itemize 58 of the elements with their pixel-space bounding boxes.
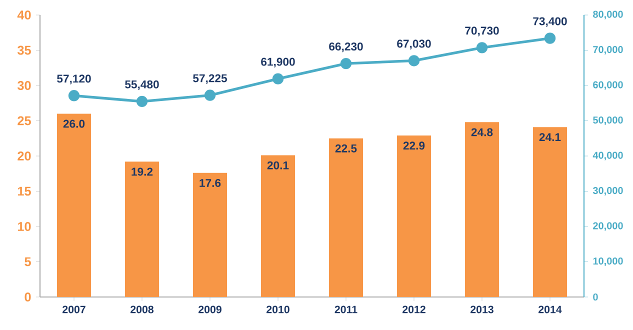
data-label: 17.6 (200, 178, 221, 187)
data-label: 70,730 (465, 26, 499, 36)
y2-tick-label: 30,000 (592, 186, 623, 196)
data-label: 57,120 (57, 74, 91, 84)
x-tick-label: 2010 (266, 306, 290, 314)
data-label: 24.1 (539, 133, 561, 142)
data-label: 66,230 (329, 42, 363, 52)
x-tick-label: 2012 (402, 306, 426, 314)
y-tick-label: 30 (17, 81, 31, 90)
data-label: 22.5 (335, 144, 357, 152)
point (68, 90, 80, 102)
y2-tick-label: 80,000 (593, 10, 623, 20)
x-tick-label: 2007 (62, 306, 86, 314)
x-tick-label: 2013 (470, 306, 494, 314)
y-tick-label: 5 (24, 257, 31, 266)
data-label: 24.8 (471, 128, 493, 136)
y-tick-label: 10 (18, 222, 31, 231)
bar (465, 122, 499, 297)
y-tick-label: 0 (24, 292, 31, 302)
data-label: 61,900 (261, 58, 295, 68)
x-tick-label: 2011 (334, 306, 358, 314)
point (272, 73, 284, 84)
data-label: 20.1 (267, 161, 289, 170)
y2-tick-label: 20,000 (593, 222, 623, 231)
point (544, 32, 556, 44)
y2-tick-label: 0 (593, 293, 598, 301)
y2-tick-label: 50,000 (593, 116, 623, 126)
point (408, 55, 420, 66)
point (476, 42, 488, 54)
y-tick-label: 25 (18, 116, 31, 126)
data-label: 22.9 (403, 142, 425, 150)
y2-tick-label: 10,000 (593, 257, 623, 266)
data-label: 26.0 (63, 120, 85, 128)
data-label: 57,225 (193, 74, 228, 84)
bar (261, 155, 295, 297)
y-tick-label: 15 (18, 186, 31, 196)
x-tick-label: 2008 (130, 306, 154, 314)
point (340, 58, 352, 70)
data-label: 19.2 (132, 168, 153, 176)
y2-tick-label: 40,000 (592, 152, 623, 160)
bar (125, 162, 159, 297)
data-label: 55,480 (125, 80, 159, 90)
bar (532, 127, 567, 297)
bar (57, 114, 92, 297)
bar (396, 136, 431, 297)
bar (328, 138, 363, 297)
y-tick-label: 35 (17, 46, 31, 55)
bar (193, 172, 227, 297)
y-tick-label: 20 (18, 152, 31, 160)
y2-tick-label: 60,000 (593, 81, 623, 90)
y2-tick-label: 70,000 (593, 46, 623, 55)
point (204, 90, 216, 101)
y-tick-label: 40 (17, 10, 31, 20)
point (136, 96, 148, 108)
x-tick-label: 2014 (538, 306, 562, 314)
data-label: 67,030 (397, 40, 431, 50)
data-label: 73,400 (533, 17, 567, 27)
x-tick-label: 2009 (198, 306, 222, 314)
